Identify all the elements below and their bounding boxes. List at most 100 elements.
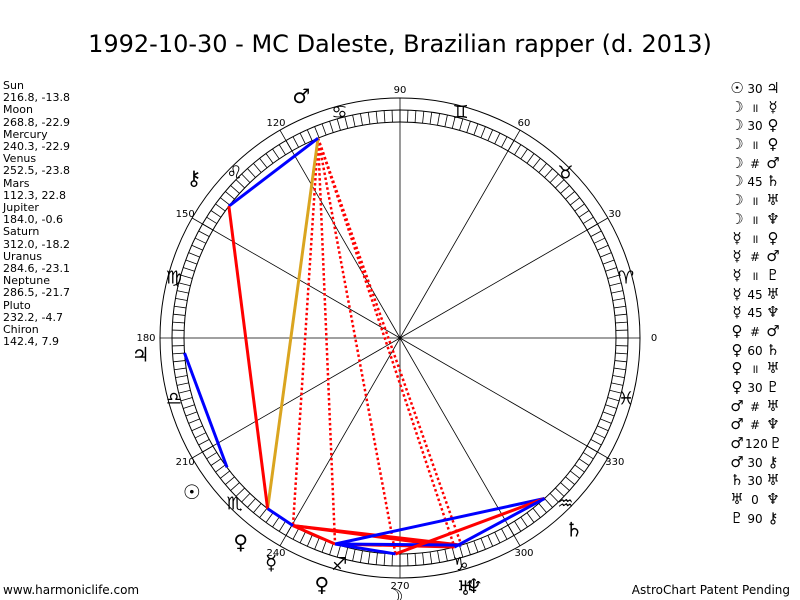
degree-tick [191,425,203,432]
aspect-planet-a: ☽ [730,116,744,135]
position-value: 268.8, -22.9 [3,115,70,129]
aspect-line [394,497,546,556]
aspect-row: ☽ ॥ ♆ [729,210,784,229]
degree-tick [414,110,417,123]
aspect-line [292,524,336,546]
degree-tick [299,132,306,145]
degree-label: 120 [266,118,285,129]
degree-tick [292,136,299,148]
degree-tick [210,210,222,218]
degree-tick [253,163,262,173]
degree-tick [178,389,191,394]
aspect-type: ॥ [751,231,759,246]
division-line [279,337,401,547]
degree-label: 90 [394,85,407,96]
aspect-line [291,138,320,526]
aspect-planet-b: ♇ [766,265,780,284]
degree-tick [321,123,327,136]
degree-tick [174,367,187,371]
division-line [191,337,401,459]
aspect-type: 0 [751,493,759,508]
degree-tick [172,321,185,324]
degree-label: 180 [136,333,155,344]
mars-glyph-icon: ♂ [292,84,310,108]
degree-tick [615,352,628,355]
aspect-type: 30 [747,82,763,96]
aspect-planet-a: ☿ [732,303,742,322]
aspect-planet-b: ♆ [766,490,780,509]
aspect-row: ♂ 30 ⚷ [729,453,784,472]
degree-tick [329,543,334,555]
zodiac-sign-icon: ♎ [166,389,182,410]
aspect-planet-b: ♇ [769,434,783,453]
aspect-row: ☉ 30 ♃ [729,79,784,98]
degree-tick [429,112,433,125]
aspect-type: ॥ [751,268,759,283]
aspect-planet-a: ☽ [730,135,744,154]
aspect-row: ☽ ॥ ☿ [729,98,784,117]
degree-tick [611,290,624,294]
degree-tick [259,158,268,169]
degree-tick [544,498,553,508]
aspect-line [266,507,294,527]
degree-tick [480,126,486,138]
position-value: 312.0, -18.2 [3,237,70,251]
aspect-line [334,542,396,556]
degree-tick [180,274,193,279]
degree-tick [602,411,615,417]
degree-tick [514,520,522,532]
degree-tick [451,116,456,129]
aspect-planet-b: ♅ [766,191,780,210]
aspect-planet-a: ♀ [731,378,743,396]
degree-tick [194,432,207,439]
degree-tick [272,148,280,160]
mercury-glyph-icon: ☿ [265,550,277,574]
degree-tick [344,116,349,129]
aspect-planet-a: ♂ [730,396,744,415]
position-value: 240.3, -22.9 [3,140,70,154]
division-line [399,217,609,339]
aspect-type: # [749,156,761,171]
planet-positions-list: Sun 216.8, -13.8 Moon 268.8, -22.9 Mercury 24… [3,79,70,348]
aspect-planet-a: ☽ [730,172,744,191]
aspect-row: ☿ ॥ ♀ [729,229,784,248]
aspect-planet-a: ☽ [730,209,744,228]
aspect-row: ☽ # ♂ [729,154,784,173]
degree-tick [600,252,612,258]
aspect-planet-a: ☽ [730,97,744,116]
aspect-line [227,206,270,509]
degree-tick [473,540,479,553]
degree-tick [206,216,218,224]
aspect-type: 45 [747,287,763,302]
jupiter-glyph-icon: ♃ [132,343,150,367]
degree-tick [565,191,575,200]
venus-glyph-icon: ♀ [314,572,329,596]
position-name: Venus [3,152,37,166]
degree-tick [590,439,602,446]
degree-tick [578,210,590,218]
aspect-planet-a: ♀ [731,321,743,340]
aspect-planet-a: ☿ [732,265,742,284]
aspect-planet-a: ♂ [730,452,744,471]
sun-glyph-icon: ☉ [183,480,201,504]
degree-tick [459,545,464,558]
degree-tick [183,267,195,272]
degree-tick [185,411,198,417]
zodiac-sign-icon: ♋ [331,102,347,123]
neptune-glyph-icon: ♆ [465,574,483,598]
aspect-row: ♄ 30 ♅ [729,471,784,490]
aspect-row: ♀ 60 ♄ [729,341,784,360]
degree-tick [176,290,189,294]
aspect-list: ☉ 30 ♃ ☽ ॥ ☿ ☽ 30 ♀ ☽ ॥ ♀ ☽ # ♂ ☽ 45 ♄ ☽ ॥ ♅ ☽ ॥ ♆ ☿ ॥ ♀ ☿ # ♂ ☿ ॥ ♇ ☿ 45 ♅… [729,79,784,528]
degree-tick [614,360,627,363]
aspect-planet-b: ♀ [767,116,779,135]
chiron-glyph-icon: ⚷ [187,166,202,190]
degree-tick [555,179,565,189]
aspect-type: 45 [747,175,763,190]
aspect-planet-b: ♀ [767,228,779,247]
aspect-line [335,542,462,547]
aspect-type: 30 [747,455,763,470]
degree-tick [198,230,210,237]
degree-tick [173,313,186,316]
degree-tick [336,545,341,558]
